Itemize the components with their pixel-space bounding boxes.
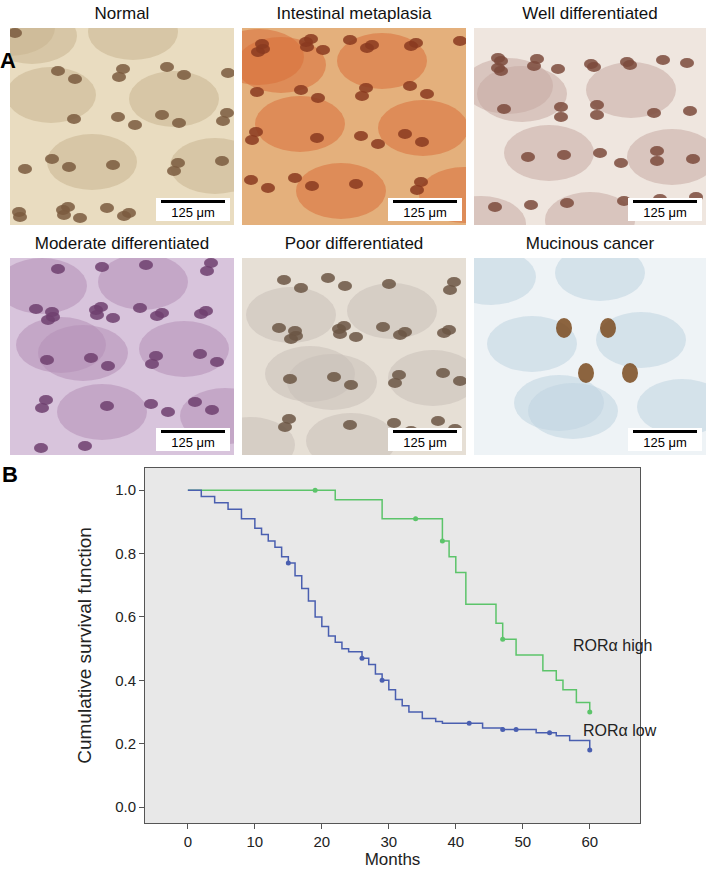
html-text:Moderate differentiated: Moderate differentiated (34, 234, 210, 253)
html-text:125 μm: 125 μm (403, 205, 447, 220)
svg-text:0.6: 0.6 (115, 608, 136, 625)
html-text:Poor differentiated: Poor differentiated (284, 234, 424, 253)
svg-text:0.0: 0.0 (115, 798, 136, 815)
html-text:125 μm: 125 μm (403, 435, 447, 450)
svg-text:Months: Months (365, 850, 421, 869)
svg-text:RORα high: RORα high (573, 637, 653, 654)
svg-text:Cumulative survival function: Cumulative survival function (74, 527, 95, 764)
svg-text:0.2: 0.2 (115, 735, 136, 752)
html-text:B: B (2, 462, 18, 487)
html-text:125 μm: 125 μm (643, 205, 687, 220)
html-text:Normal: Normal (94, 4, 150, 23)
svg-text:50: 50 (514, 833, 531, 850)
svg-text:0.4: 0.4 (115, 672, 136, 689)
html-text:125 μm: 125 μm (171, 435, 215, 450)
svg-text:1.0: 1.0 (115, 481, 136, 498)
svg-text:10: 10 (247, 833, 264, 850)
svg-text:0: 0 (184, 833, 192, 850)
svg-text:RORα low: RORα low (583, 722, 657, 739)
svg-text:40: 40 (447, 833, 464, 850)
html-text:Intestinal metaplasia: Intestinal metaplasia (276, 4, 432, 23)
html-text:125 μm: 125 μm (643, 435, 687, 450)
svg-text:60: 60 (581, 833, 598, 850)
svg-text:0.8: 0.8 (115, 545, 136, 562)
html-text:Well differentiated: Well differentiated (522, 4, 658, 23)
svg-text:30: 30 (380, 833, 397, 850)
svg-text:20: 20 (313, 833, 330, 850)
html-text:125 μm: 125 μm (171, 205, 215, 220)
html-text:Mucinous cancer: Mucinous cancer (525, 234, 655, 253)
html-text:A: A (0, 48, 16, 73)
